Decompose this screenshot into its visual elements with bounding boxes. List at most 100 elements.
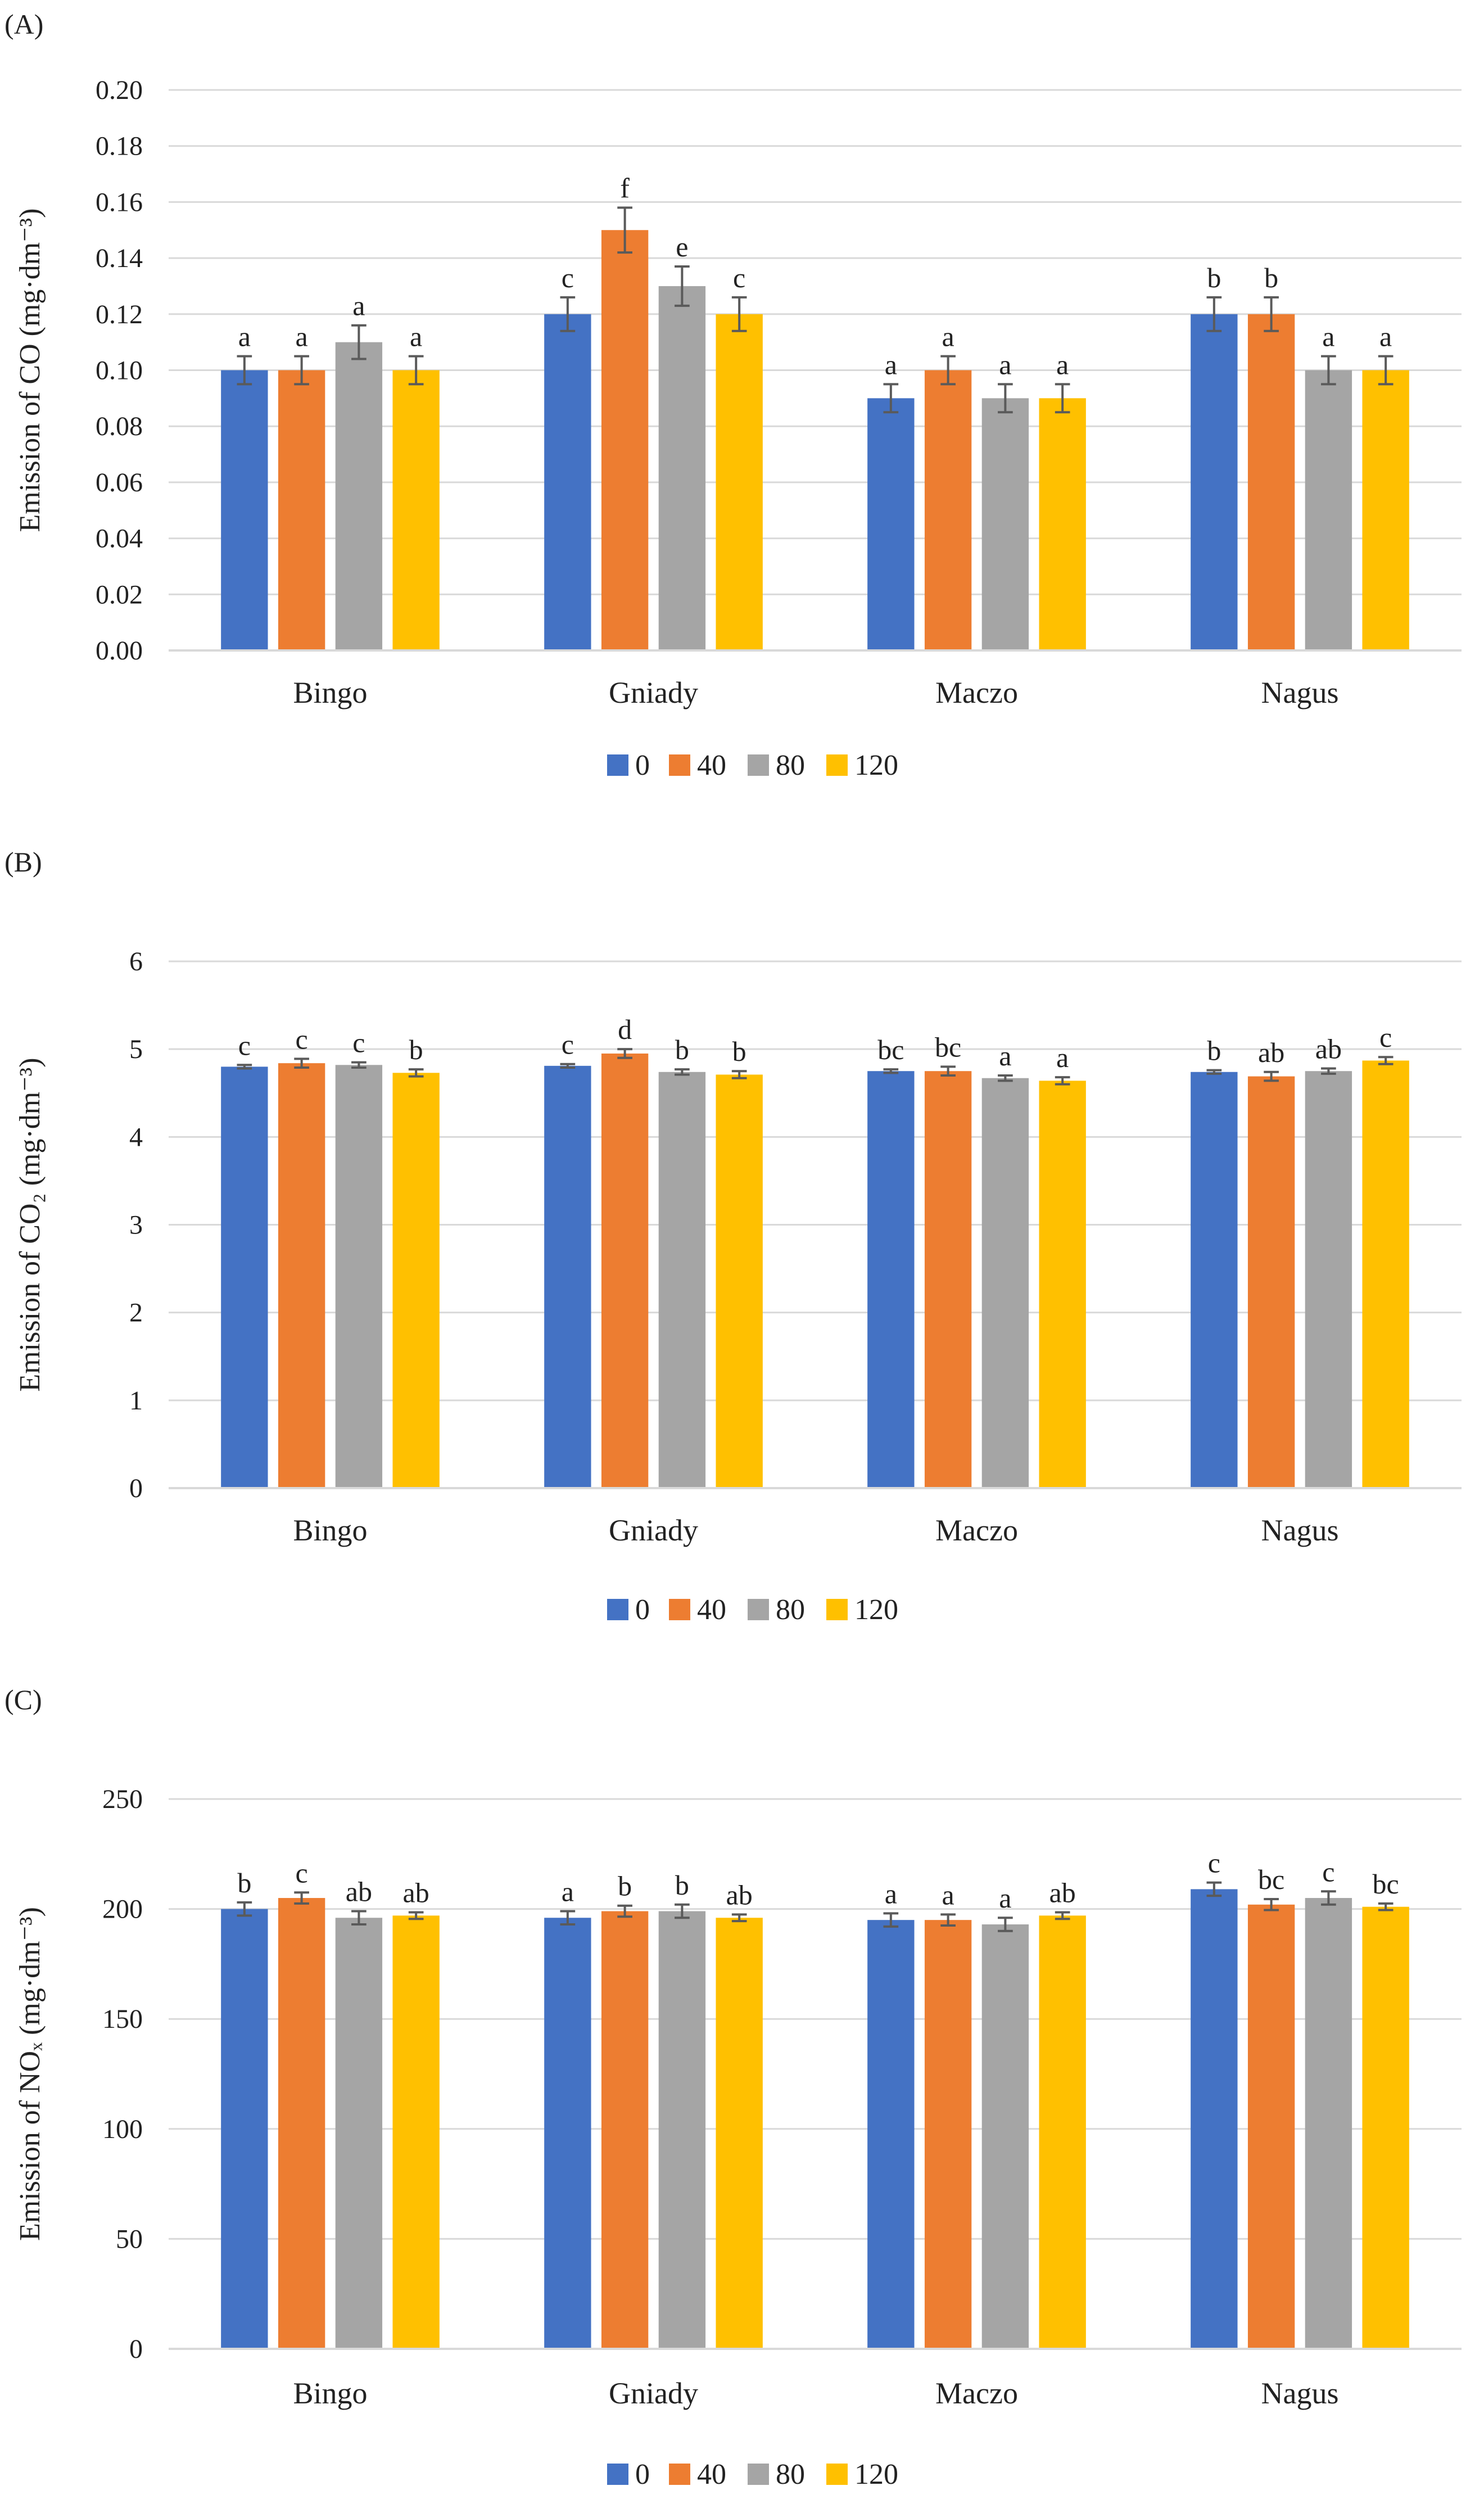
significance-letter: c	[296, 1857, 308, 1888]
bar-nagus-0	[1191, 1889, 1238, 2349]
y-tick-label: 2	[129, 1298, 143, 1328]
co-emission-chart: (A) 0.00 0.02 0.04 0.06 0.08 0.10 0.12 0.14 0.16 0…	[4, 8, 1462, 781]
significance-letter: a	[999, 1040, 1011, 1072]
legend-swatch-0	[607, 2464, 628, 2485]
legend-swatch-40	[669, 2464, 690, 2485]
significance-letter: b	[732, 1036, 746, 1067]
y-tick-label: 0.16	[96, 187, 143, 217]
bar-bingo-120	[392, 370, 440, 650]
legend-label-80: 80	[776, 749, 805, 781]
significance-letter: a	[352, 290, 365, 322]
y-tick-label: 1	[129, 1386, 143, 1416]
panel-label: (C)	[4, 1684, 42, 1715]
significance-letter: ab	[346, 1876, 372, 1908]
x-category-label: Maczo	[935, 2376, 1018, 2410]
legend-label-120: 120	[854, 2458, 898, 2491]
nox-emission-chart: (C) 0 50 100 150 200 250 Emission of NOₓ (mg·dm…	[4, 1684, 1462, 2491]
significance-letter: b	[675, 1869, 689, 1901]
bar-gniady-80	[658, 1911, 706, 2349]
legend-label-120: 120	[854, 1594, 898, 1626]
significance-letter: a	[1056, 349, 1069, 380]
bar-gniady-80	[658, 286, 706, 650]
x-category-label: Bingo	[293, 1513, 367, 1547]
bar-gniady-80	[658, 1072, 706, 1488]
significance-letter: bc	[877, 1034, 904, 1065]
significance-letter: c	[562, 1029, 574, 1060]
legend-swatch-120	[826, 754, 848, 776]
significance-letter: ab	[1315, 1033, 1342, 1065]
y-tick-label: 5	[129, 1034, 143, 1064]
x-category-label: Gniady	[609, 1513, 698, 1547]
panel-label: (B)	[4, 846, 42, 878]
significance-letter: ab	[1049, 1877, 1076, 1908]
significance-letter: a	[999, 1882, 1011, 1914]
significance-letter: a	[942, 321, 954, 352]
bar-gniady-120	[716, 1074, 763, 1488]
y-tick-label: 0.14	[96, 243, 143, 273]
significance-letter: b	[1207, 1035, 1221, 1066]
significance-letter: a	[885, 1878, 897, 1909]
y-tick-label: 0.18	[96, 132, 143, 161]
significance-letter: a	[999, 349, 1011, 380]
bar-gniady-40	[601, 230, 649, 650]
significance-letter: ab	[1258, 1037, 1284, 1068]
legend-label-120: 120	[854, 749, 898, 781]
bar-maczo-80	[981, 398, 1029, 650]
bar-bingo-120	[392, 1073, 440, 1488]
significance-letter: bc	[1258, 1864, 1284, 1895]
x-category-label: Bingo	[293, 676, 367, 709]
x-category-label: Maczo	[935, 1513, 1018, 1547]
y-tick-label: 0	[129, 2334, 143, 2364]
bar-nagus-120	[1362, 1906, 1409, 2349]
significance-letter: b	[409, 1034, 423, 1065]
bar-bingo-0	[221, 1909, 268, 2349]
bar-bingo-0	[221, 370, 268, 650]
bar-maczo-120	[1039, 1915, 1086, 2349]
significance-letter: b	[675, 1034, 689, 1065]
significance-letter: a	[1379, 321, 1392, 352]
bar-gniady-40	[601, 1053, 649, 1488]
legend-label-0: 0	[635, 2458, 650, 2491]
bar-maczo-0	[867, 398, 915, 650]
bar-maczo-40	[924, 1071, 972, 1488]
chart-panel-b: (B) 0 1 2 3 4 5 6 Emission of CO₂ (mg·dm⁻³) c c c b B…	[0, 838, 1484, 1675]
y-tick-label: 4	[129, 1122, 143, 1152]
y-tick-label: 50	[116, 2224, 143, 2254]
bar-nagus-40	[1247, 1904, 1295, 2349]
significance-letter: a	[1322, 321, 1334, 352]
bar-nagus-80	[1305, 370, 1352, 650]
bar-nagus-40	[1247, 1076, 1295, 1488]
significance-letter: c	[1379, 1022, 1392, 1053]
legend-label-40: 40	[697, 2458, 726, 2491]
significance-letter: a	[410, 321, 422, 352]
bar-nagus-0	[1191, 1072, 1238, 1488]
significance-letter: c	[238, 1029, 251, 1061]
y-tick-label: 100	[102, 2114, 143, 2144]
bar-bingo-80	[335, 1918, 383, 2349]
x-category-label: Bingo	[293, 2376, 367, 2410]
bar-gniady-0	[544, 1065, 591, 1488]
significance-letter: a	[885, 349, 897, 380]
y-tick-label: 0.04	[96, 524, 143, 554]
y-tick-label: 0.08	[96, 412, 143, 441]
significance-letter: b	[1264, 262, 1278, 293]
bar-bingo-80	[335, 342, 383, 650]
legend-label-40: 40	[697, 749, 726, 781]
significance-letter: b	[237, 1867, 251, 1899]
y-axis-title: Emission of NOₓ (mg·dm⁻³)	[14, 1907, 46, 2241]
bar-maczo-80	[981, 1078, 1029, 1488]
y-tick-label: 0.00	[96, 636, 143, 666]
y-tick-label: 0.20	[96, 75, 143, 105]
bar-nagus-0	[1191, 314, 1238, 650]
significance-letter: c	[1322, 1856, 1334, 1887]
y-tick-label: 0.02	[96, 580, 143, 609]
y-tick-label: 0.06	[96, 468, 143, 498]
x-category-label: Nagus	[1261, 1513, 1339, 1547]
significance-letter: a	[1056, 1042, 1069, 1073]
significance-letter: a	[942, 1879, 954, 1910]
bar-gniady-120	[716, 314, 763, 650]
bar-maczo-80	[981, 1924, 1029, 2349]
significance-letter: d	[618, 1014, 632, 1045]
y-tick-label: 200	[102, 1895, 143, 1924]
x-category-label: Nagus	[1261, 2376, 1339, 2410]
